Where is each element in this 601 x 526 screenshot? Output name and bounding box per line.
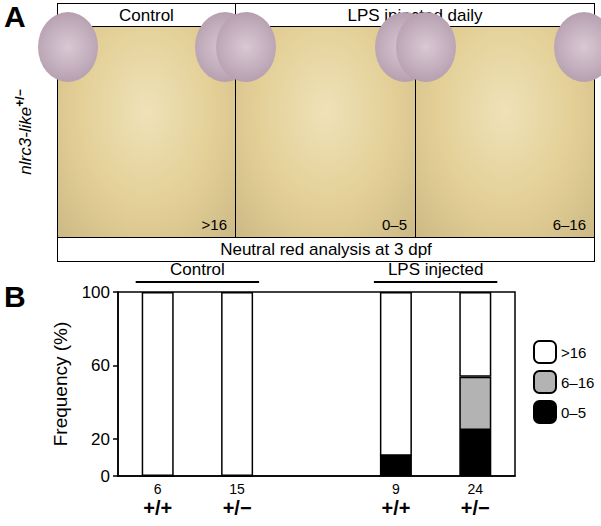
html-text:0–5: 0–5 [382, 216, 407, 233]
svg-text:0: 0 [101, 467, 110, 486]
html-text:B: B [4, 280, 26, 313]
svg-text:+/+: +/+ [143, 497, 172, 519]
svg-text:+/−: +/− [223, 497, 252, 519]
svg-text:9: 9 [392, 481, 400, 497]
html-text:Control: Control [119, 5, 174, 25]
html-text:nlrc3-like: nlrc3-like [15, 106, 35, 175]
svg-text:6: 6 [154, 481, 162, 497]
html-text:A: A [4, 0, 26, 33]
svg-text:100: 100 [82, 283, 110, 302]
svg-text:20: 20 [91, 430, 110, 449]
svg-text:24: 24 [468, 481, 484, 497]
html-text:>16: >16 [201, 216, 227, 233]
svg-text:+/−: +/− [461, 497, 490, 519]
svg-text:Control: Control [170, 260, 225, 279]
svg-text:60: 60 [91, 356, 110, 375]
svg-text:0–5: 0–5 [561, 404, 586, 421]
svg-text:15: 15 [229, 481, 245, 497]
html-text:Neutral red analysis at 3 dpf: Neutral red analysis at 3 dpf [220, 239, 432, 259]
svg-text:6–16: 6–16 [561, 374, 594, 391]
svg-text:LPS injected: LPS injected [388, 260, 483, 279]
svg-text:+/+: +/+ [381, 497, 410, 519]
html-text:6–16: 6–16 [552, 216, 586, 233]
html-text:LPS injected daily: LPS injected daily [347, 5, 483, 25]
svg-text:>16: >16 [561, 344, 586, 361]
svg-text:Frequency (%): Frequency (%) [50, 322, 71, 447]
